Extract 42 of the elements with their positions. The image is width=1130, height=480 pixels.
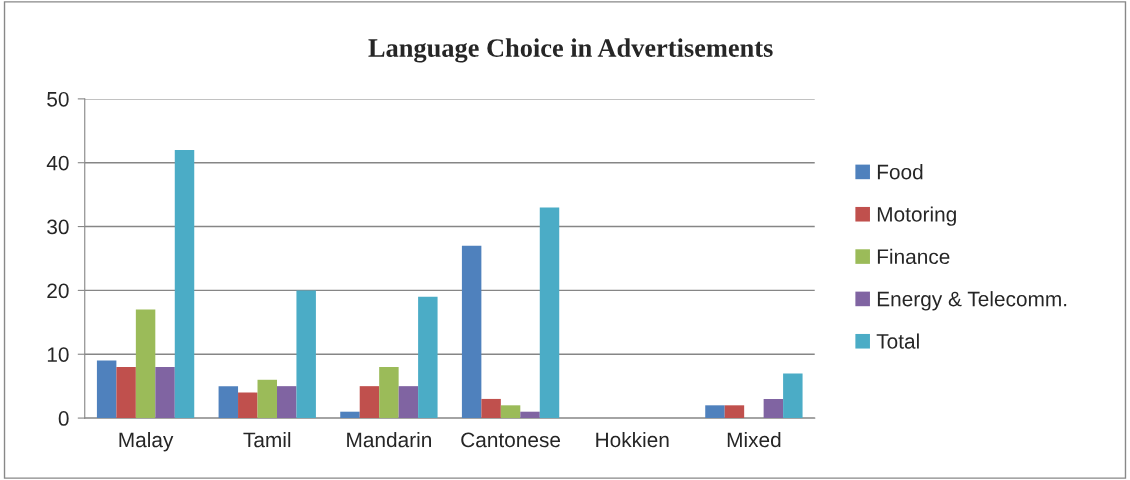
- bar: [461, 245, 482, 419]
- bar: [481, 398, 501, 419]
- legend-label: Energy & Telecomm.: [877, 291, 1067, 311]
- bar: [539, 207, 560, 419]
- bar: [276, 386, 297, 419]
- bar: [705, 405, 725, 419]
- bar: [763, 398, 784, 419]
- y-tick-label: 40: [46, 155, 69, 171]
- bar: [174, 149, 195, 419]
- bar: [155, 367, 175, 419]
- legend-label: Motoring: [877, 206, 956, 226]
- y-tick-label: 30: [47, 219, 69, 235]
- bar: [379, 367, 399, 419]
- bar: [520, 411, 540, 419]
- x-tick-label: Cantonese: [461, 432, 561, 448]
- bar: [783, 373, 803, 419]
- bar: [96, 360, 117, 419]
- y-tick-label: 20: [47, 283, 69, 299]
- y-tick-label: 0: [58, 411, 69, 426]
- bar: [418, 296, 438, 419]
- bar: [218, 386, 239, 419]
- x-tick-label: Hokkien: [596, 431, 669, 448]
- bar: [135, 309, 156, 419]
- bar: [238, 392, 258, 419]
- x-tick-label: Mixed: [727, 431, 781, 448]
- bar: [257, 379, 277, 419]
- bar: [340, 411, 360, 419]
- bar: [500, 405, 521, 419]
- x-tick-label: Mandarin: [347, 431, 431, 448]
- legend-label: Finance: [877, 248, 950, 265]
- bar: [398, 386, 419, 419]
- bar: [116, 367, 136, 419]
- x-tick-label: Malay: [119, 431, 174, 452]
- bar: [359, 386, 380, 419]
- bar: [724, 405, 745, 419]
- y-tick-label: 10: [47, 347, 69, 362]
- chart-title: Language Choice in Advertisements: [368, 38, 773, 63]
- legend-label: Total: [876, 333, 919, 349]
- x-tick-label: Tamil: [243, 431, 291, 448]
- bar: [296, 290, 316, 419]
- y-tick-label: 50: [47, 91, 69, 107]
- legend-label: Food: [877, 164, 923, 180]
